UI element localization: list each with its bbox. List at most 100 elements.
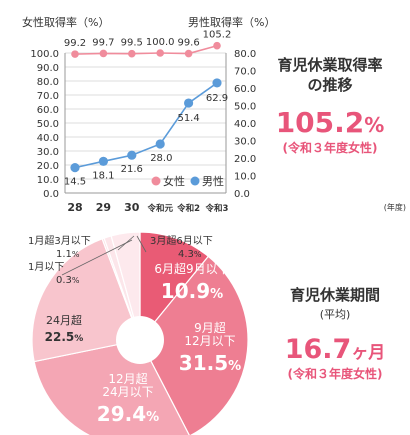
leader-line — [61, 239, 133, 276]
summary2-value-text: 16.7ヶ月 — [285, 334, 386, 365]
donut-hole — [116, 316, 164, 364]
summary2-note: (令和３年度女性) — [288, 366, 383, 381]
data-label: 21.6 — [121, 164, 143, 175]
data-point — [99, 49, 108, 58]
left-tick-label: 50.0 — [37, 119, 59, 130]
left-tick-label: 100.0 — [30, 49, 59, 60]
data-point — [156, 49, 164, 57]
leave-period-summary: 育児休業期間 (平均) 16.7ヶ月 (令和３年度女性) — [285, 286, 386, 381]
series-line — [74, 82, 218, 169]
x-tick-label: 30 — [124, 201, 140, 214]
slice-label: 6月超9月以下 — [154, 261, 229, 276]
slice-label: 1月以下 — [28, 261, 64, 273]
left-axis-title: 女性取得率（%） — [22, 15, 109, 29]
summary2-subtitle: (平均) — [320, 308, 351, 321]
data-label: 62.9 — [206, 93, 228, 104]
slice-value-number: 1.1 — [56, 249, 72, 260]
slice-label: 24月超 — [46, 313, 82, 327]
left-tick-label: 10.0 — [37, 175, 59, 186]
slice-label: 9月超 — [194, 320, 226, 335]
data-point — [184, 98, 194, 108]
data-point — [184, 49, 193, 58]
slice-value-number: 10.9 — [161, 279, 210, 303]
data-point — [128, 49, 136, 58]
left-tick-label: 80.0 — [37, 77, 59, 88]
slice-value: 29.4% — [97, 402, 159, 426]
summary1-note: (令和３年度女性) — [283, 140, 378, 155]
data-label: 28.0 — [150, 153, 172, 164]
series-line — [74, 44, 218, 55]
summary1-value: 105.2 — [276, 106, 365, 139]
slice-value-number: 4.3 — [178, 249, 194, 260]
left-tick-label: 30.0 — [37, 147, 59, 158]
acquisition-rate-summary: 育児休業取得率 の推移 105.2% (令和３年度女性) — [276, 56, 385, 155]
x-tick-label: 令和3 — [205, 203, 229, 214]
data-label: 14.5 — [64, 177, 86, 188]
data-point — [71, 50, 79, 58]
right-tick-label: 60.0 — [234, 84, 256, 95]
slice-value-number: 31.5 — [179, 351, 228, 375]
donut-slice — [139, 255, 249, 435]
data-label: 99.6 — [177, 38, 199, 49]
x-tick-label: 令和元 — [146, 203, 173, 214]
right-tick-label: 10.0 — [234, 172, 256, 183]
summary1-value-text: 105.2% — [276, 106, 385, 139]
summary2-value: 16.7 — [285, 334, 352, 365]
right-tick-label: 40.0 — [234, 119, 256, 130]
data-point — [98, 156, 108, 166]
data-label: 100.0 — [146, 37, 175, 48]
right-tick-label: 20.0 — [234, 154, 256, 165]
slice-value-unit: % — [194, 250, 202, 259]
slice-label: 24月以下 — [102, 385, 153, 399]
left-tick-label: 90.0 — [37, 63, 59, 74]
slice-label: 12月超 — [108, 371, 147, 386]
legend-male-marker — [190, 176, 200, 186]
left-tick-label: 0.0 — [43, 189, 59, 200]
data-label: 18.1 — [92, 170, 114, 181]
right-tick-label: 80.0 — [234, 49, 256, 60]
data-label: 99.5 — [121, 38, 143, 49]
data-point — [212, 78, 222, 88]
slice-value: 10.9% — [161, 279, 223, 303]
slice-value-unit: % — [72, 250, 80, 259]
x-axis-unit-label: (年度) — [384, 202, 406, 212]
data-point — [127, 150, 137, 160]
donut-slice — [33, 339, 190, 435]
slice-value-number: 22.5 — [45, 330, 75, 344]
slice-value-unit: % — [210, 287, 223, 302]
leader-line — [117, 235, 135, 251]
right-tick-label: 70.0 — [234, 67, 256, 78]
line-legend: 女性 男性 — [151, 174, 224, 188]
slice-value-unit: % — [74, 334, 83, 344]
slice-value-unit: % — [146, 410, 159, 425]
legend-female-label: 女性 — [163, 174, 185, 188]
summary1-unit: % — [364, 113, 384, 137]
summary2-unit: ヶ月 — [351, 343, 385, 363]
left-tick-label: 60.0 — [37, 105, 59, 116]
data-label: 51.4 — [177, 113, 199, 124]
left-tick-label: 20.0 — [37, 161, 59, 172]
donut-slice — [110, 231, 141, 341]
leader-line — [136, 235, 147, 253]
left-tick-label: 40.0 — [37, 133, 59, 144]
slice-value: 4.3% — [178, 249, 202, 260]
right-tick-label: 50.0 — [234, 102, 256, 113]
x-tick-label: 29 — [96, 201, 111, 214]
data-label: 99.7 — [92, 37, 114, 48]
slice-value: 0.3% — [56, 275, 80, 286]
data-label: 99.2 — [64, 38, 86, 49]
slice-value-unit: % — [228, 359, 241, 374]
slice-label: 12月以下 — [184, 334, 235, 348]
summary1-title-line2: の推移 — [307, 76, 352, 94]
right-axis-title: 男性取得率（%） — [188, 15, 275, 29]
right-tick-label: 30.0 — [234, 137, 256, 148]
acquisition-rate-line-chart: 女性取得率（%） 男性取得率（%） (年度) 0.0 10.0 20.0 30.0 40… — [22, 15, 406, 214]
legend-male-label: 男性 — [202, 174, 224, 188]
slice-value: 31.5% — [179, 351, 241, 375]
slice-value-unit: % — [72, 276, 80, 285]
right-tick-label: 0.0 — [234, 189, 250, 200]
data-point — [155, 139, 165, 149]
data-point — [70, 163, 80, 173]
